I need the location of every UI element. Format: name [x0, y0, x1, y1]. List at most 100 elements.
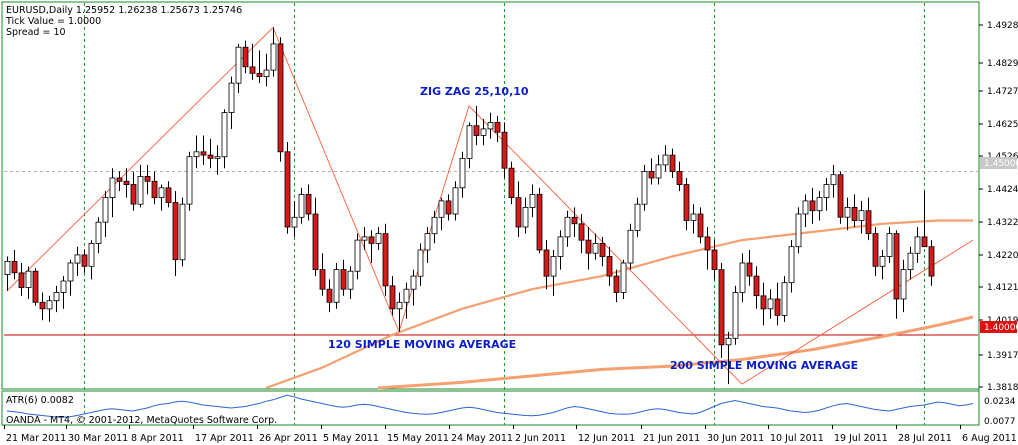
atr-indicator	[6, 394, 974, 418]
candle-52	[368, 230, 375, 263]
candle-77	[543, 240, 550, 290]
candle-body-122	[858, 210, 865, 221]
candle-body-81	[571, 216, 578, 225]
price-tick-label-10: 1.39170	[987, 351, 1018, 361]
time-tick-label-12: 10 Jul 2011	[770, 433, 824, 444]
candle-body-65	[459, 157, 466, 189]
candle-body-38	[270, 43, 277, 71]
candle-124	[872, 227, 879, 277]
candle-body-103	[725, 337, 732, 346]
candle-96	[676, 161, 683, 192]
candle-body-130	[914, 236, 921, 254]
time-tick-label-15: 6 Aug 2011	[962, 433, 1017, 444]
candle-62	[438, 197, 445, 231]
candle-49	[347, 266, 354, 299]
candle-body-26	[186, 156, 193, 205]
candle-42	[298, 187, 305, 224]
candle-109	[767, 289, 774, 319]
watermark-text: OANDA - MT4, © 2001-2012, MetaQuotes Sof…	[6, 415, 277, 426]
candle-body-27	[193, 151, 200, 158]
candle-body-88	[620, 262, 627, 293]
candle-69	[487, 112, 494, 139]
candle-57	[403, 282, 410, 319]
candle-body-120	[844, 206, 851, 218]
candle-body-83	[585, 239, 592, 254]
candle-24	[172, 191, 179, 277]
candle-56	[396, 292, 403, 332]
atr-label: ATR(6) 0.0082	[6, 395, 74, 406]
candle-body-7	[53, 292, 60, 302]
candle-8	[60, 276, 67, 309]
price-tick-label-1: 1.48290	[987, 59, 1018, 69]
candle-body-96	[676, 171, 683, 186]
candle-0	[4, 256, 11, 291]
candle-body-91	[641, 171, 648, 205]
candle-body-68	[480, 128, 487, 136]
candle-14	[102, 191, 109, 237]
candle-25	[179, 197, 186, 267]
candle-body-29	[207, 154, 214, 159]
candle-54	[382, 223, 389, 296]
candle-body-123	[865, 210, 872, 234]
price-tick-label-3: 1.46250	[987, 120, 1018, 130]
candle-body-89	[627, 229, 634, 264]
candle-61	[431, 210, 438, 244]
candle-body-125	[879, 256, 886, 267]
candle-84	[592, 233, 599, 260]
price-marker-upper: 1.45000	[980, 157, 1018, 169]
candle-body-100	[704, 236, 711, 251]
candle-body-124	[872, 233, 879, 267]
candle-body-50	[354, 239, 361, 272]
candle-82	[578, 214, 585, 254]
candle-83	[585, 227, 592, 270]
candle-body-93	[655, 164, 662, 179]
spread-text: Spread = 10	[6, 27, 66, 38]
candle-76	[536, 187, 543, 254]
candle-9	[67, 259, 74, 296]
candle-body-45	[319, 269, 326, 290]
candle-108	[760, 282, 767, 326]
candle-body-117	[823, 184, 830, 199]
candle-body-78	[550, 256, 557, 277]
candle-body-36	[256, 72, 263, 78]
candle-66	[466, 122, 473, 169]
candle-body-112	[788, 246, 795, 284]
candle-13	[95, 217, 102, 254]
candle-31	[221, 109, 228, 169]
candle-104	[732, 285, 739, 345]
candle-body-19	[137, 175, 144, 205]
candle-122	[858, 200, 865, 234]
tick-value-text: Tick Value = 1.0000	[5, 16, 101, 27]
candle-68	[480, 119, 487, 146]
candle-85	[599, 236, 606, 267]
candle-body-51	[361, 236, 368, 241]
time-tick-label-9: 12 Jun 2011	[578, 433, 635, 444]
moving-averages	[265, 219, 974, 390]
candle-body-121	[851, 206, 858, 221]
svg-text:1.45000: 1.45000	[984, 159, 1018, 169]
candle-123	[865, 197, 872, 241]
candle-112	[788, 240, 795, 293]
candle-body-63	[445, 200, 452, 215]
candle-body-94	[662, 154, 669, 166]
candle-body-109	[767, 298, 774, 310]
candle-body-23	[165, 187, 172, 203]
candle-body-9	[67, 262, 74, 282]
candle-73	[515, 181, 522, 237]
candle-body-16	[116, 177, 123, 182]
candle-body-28	[200, 151, 207, 156]
price-tick-label-6: 1.43220	[987, 218, 1018, 228]
svg-text:1.40000: 1.40000	[984, 323, 1018, 333]
candle-102	[718, 263, 725, 358]
candle-body-53	[375, 233, 382, 244]
candle-125	[879, 250, 886, 280]
candlesticks	[4, 27, 935, 385]
price-tick-label-0: 1.49280	[987, 21, 1018, 31]
candle-body-56	[396, 301, 403, 310]
time-tick-label-1: 30 Mar 2011	[68, 433, 128, 444]
candle-body-80	[564, 216, 571, 238]
candle-body-11	[81, 254, 88, 267]
candle-body-44	[312, 213, 319, 270]
candle-body-111	[781, 282, 788, 316]
candle-40	[284, 142, 291, 234]
